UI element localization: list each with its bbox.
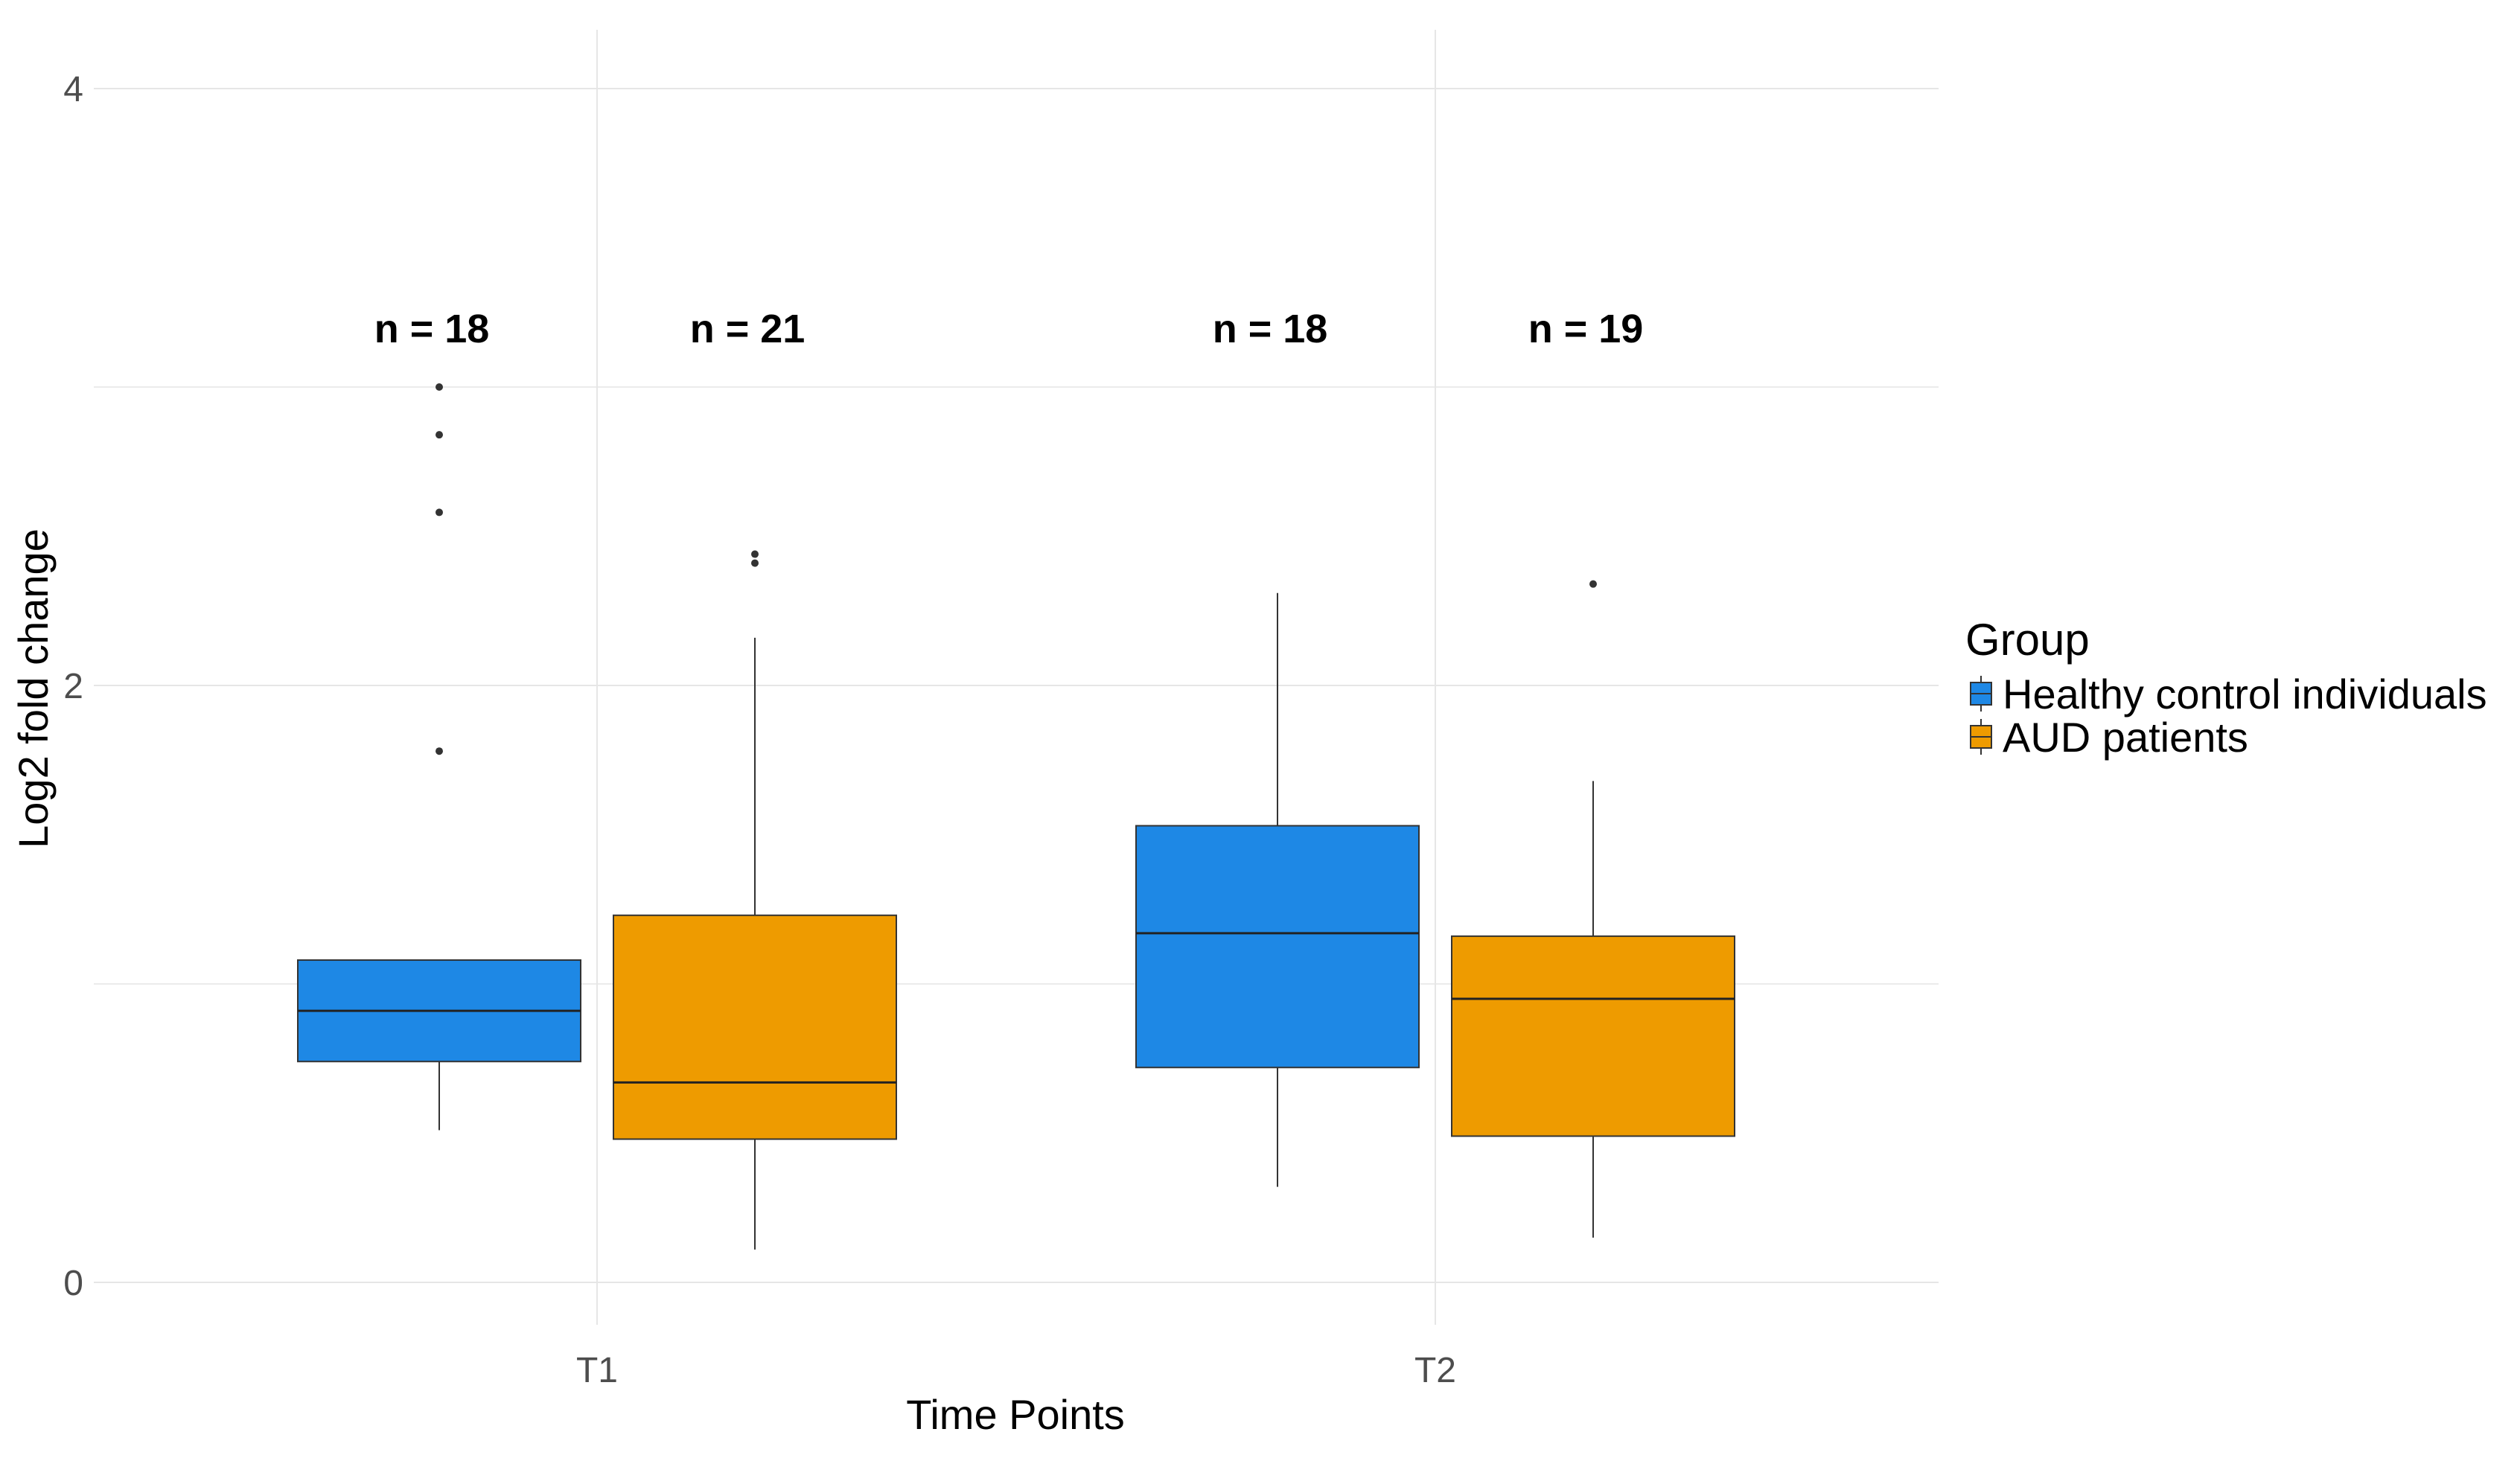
legend-label-aud: AUD patients [2003, 714, 2248, 761]
x-tick-label: T1 [576, 1351, 618, 1390]
outlier-point [1589, 580, 1597, 588]
x-tick-label: T2 [1414, 1351, 1456, 1390]
y-tick-label: 2 [63, 667, 83, 706]
label-layer: 0 2 4 T1 T2 n = 18 n = 18 n = 21 n = 19 [63, 70, 1643, 1390]
outlier-point [751, 550, 759, 558]
x-axis-title: Time Points [906, 1391, 1125, 1438]
n-label: n = 18 [374, 307, 490, 351]
grid-lines [94, 30, 1939, 1325]
outlier-point [436, 747, 443, 755]
legend-label-healthy: Healthy control individuals [2003, 671, 2487, 717]
box-iqr [1135, 825, 1420, 1069]
legend: Group Healthy control individuals AUD pa… [1965, 615, 2487, 761]
outlier-point [436, 383, 443, 391]
outlier-point [436, 508, 443, 517]
n-label: n = 18 [1213, 307, 1328, 351]
n-label: n = 21 [690, 307, 806, 351]
n-label: n = 19 [1528, 307, 1644, 351]
box-layer [297, 383, 1735, 1250]
box-iqr [1451, 935, 1735, 1137]
y-tick-label: 4 [63, 70, 83, 109]
outlier-point [751, 559, 759, 567]
box-iqr [613, 914, 897, 1140]
y-axis-title: Log2 fold change [10, 528, 57, 848]
outlier-point [436, 431, 443, 439]
legend-item-healthy: Healthy control individuals [1970, 671, 2487, 717]
y-tick-label: 0 [63, 1264, 83, 1303]
legend-title: Group [1965, 615, 2090, 665]
legend-item-aud: AUD patients [1970, 714, 2248, 761]
